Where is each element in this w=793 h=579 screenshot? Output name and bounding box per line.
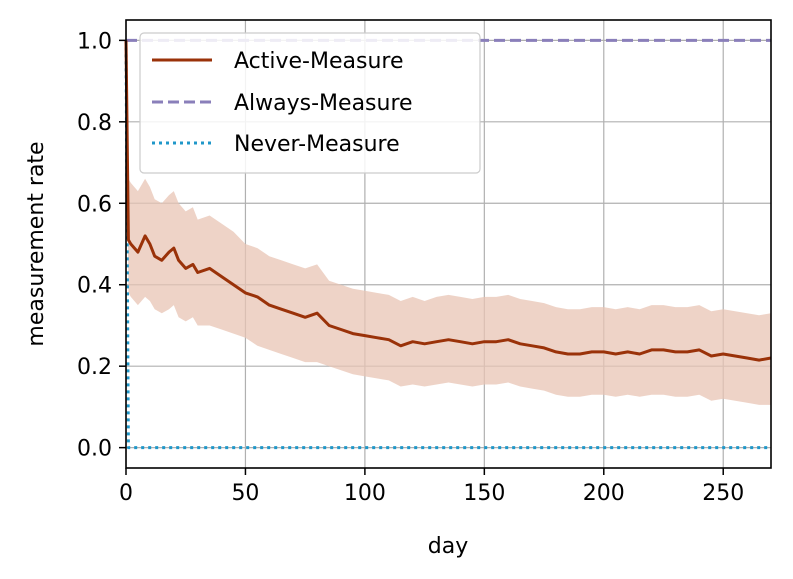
- active-measure-line: [124, 40, 772, 362]
- legend-label-never: Never-Measure: [234, 132, 400, 157]
- y-tick-label: 0.6: [77, 192, 112, 217]
- x-tick-label: 150: [463, 481, 505, 506]
- confidence-band-layer: [126, 40, 771, 405]
- legend-box: [139, 32, 481, 174]
- x-tick-label: 0: [119, 481, 133, 506]
- y-tick-label: 0.2: [77, 355, 112, 380]
- x-axis-label: day: [428, 534, 468, 559]
- y-tick-layer: 0.0 0.2 0.4 0.6 0.8 1.0: [77, 29, 126, 462]
- y-tick-label: 1.0: [77, 29, 112, 54]
- x-tick-label: 50: [231, 481, 259, 506]
- y-tick-label: 0.8: [77, 111, 112, 136]
- x-tick-label: 100: [344, 481, 386, 506]
- legend-label-always: Always-Measure: [234, 91, 413, 116]
- legend: Active-Measure Always-Measure Never-Meas…: [139, 32, 481, 174]
- plot-frame: [125, 19, 772, 469]
- legend-label-active: Active-Measure: [234, 49, 404, 74]
- x-tick-label: 250: [702, 481, 744, 506]
- y-tick-label: 0.0: [77, 437, 112, 462]
- x-tick-layer: 0 50 100 150 200 250: [119, 468, 744, 506]
- y-tick-label: 0.4: [77, 274, 112, 299]
- active-measure-band: [126, 40, 771, 405]
- x-tick-label: 200: [583, 481, 625, 506]
- y-axis-label: measurement rate: [24, 141, 49, 346]
